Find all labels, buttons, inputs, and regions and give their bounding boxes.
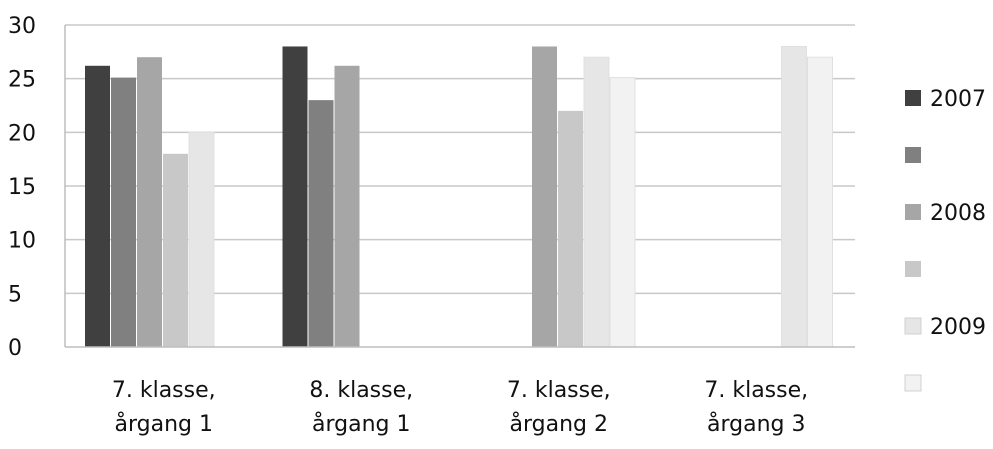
x-tick-labels: 7. klasse, årgang 1 8. klasse, årgang 1 7. k…	[112, 378, 808, 437]
y-tick-label: 30	[8, 14, 36, 39]
y-tick-label: 0	[8, 336, 22, 361]
y-tick-label: 20	[8, 121, 36, 146]
legend-swatch	[905, 261, 921, 277]
bar	[308, 100, 334, 347]
legend-swatch	[904, 317, 922, 335]
axes-group	[64, 25, 855, 348]
legend-swatch	[905, 204, 921, 220]
bar	[334, 65, 360, 347]
y-tick-label: 5	[8, 282, 22, 307]
y-tick-label: 25	[8, 68, 36, 93]
legend-label: 2009	[930, 315, 986, 340]
bar	[781, 45, 807, 348]
bar	[532, 46, 557, 347]
legend-swatch	[904, 374, 922, 392]
bar	[558, 110, 583, 347]
bar	[807, 56, 833, 348]
bar	[137, 57, 162, 347]
y-tick-label: 10	[8, 229, 36, 254]
bar	[282, 46, 308, 347]
bar	[163, 153, 188, 347]
legend-label: 2007	[930, 87, 986, 112]
bar	[583, 56, 610, 348]
legend-swatch	[905, 147, 921, 163]
legend-swatch	[905, 90, 921, 106]
bars-group	[85, 45, 833, 348]
x-tick-label: 8. klasse, årgang 1	[309, 378, 413, 437]
x-tick-label: 7. klasse, årgang 1	[112, 378, 216, 437]
y-tick-labels: 0 5 10 15 20 25 30	[8, 14, 36, 361]
legend: 2007 2008 2009	[904, 87, 986, 392]
y-tick-label: 15	[8, 175, 36, 200]
bar	[111, 77, 136, 348]
x-tick-label: 7. klasse, årgang 2	[507, 378, 611, 437]
bar	[188, 131, 215, 348]
bar	[85, 65, 110, 347]
x-tick-label: 7. klasse, årgang 3	[704, 378, 808, 437]
legend-label: 2008	[930, 201, 986, 226]
bar	[609, 77, 636, 348]
